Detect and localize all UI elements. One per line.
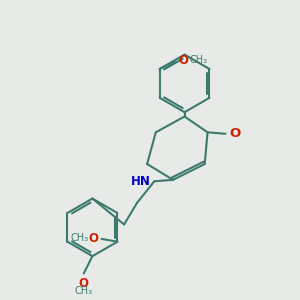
Text: O: O	[229, 127, 240, 140]
Text: HN: HN	[131, 175, 151, 188]
Text: CH₃: CH₃	[70, 233, 88, 243]
Text: O: O	[178, 54, 188, 67]
Text: O: O	[88, 232, 99, 245]
Text: CH₃: CH₃	[74, 286, 92, 296]
Text: O: O	[78, 277, 88, 290]
Text: CH₃: CH₃	[190, 55, 208, 65]
